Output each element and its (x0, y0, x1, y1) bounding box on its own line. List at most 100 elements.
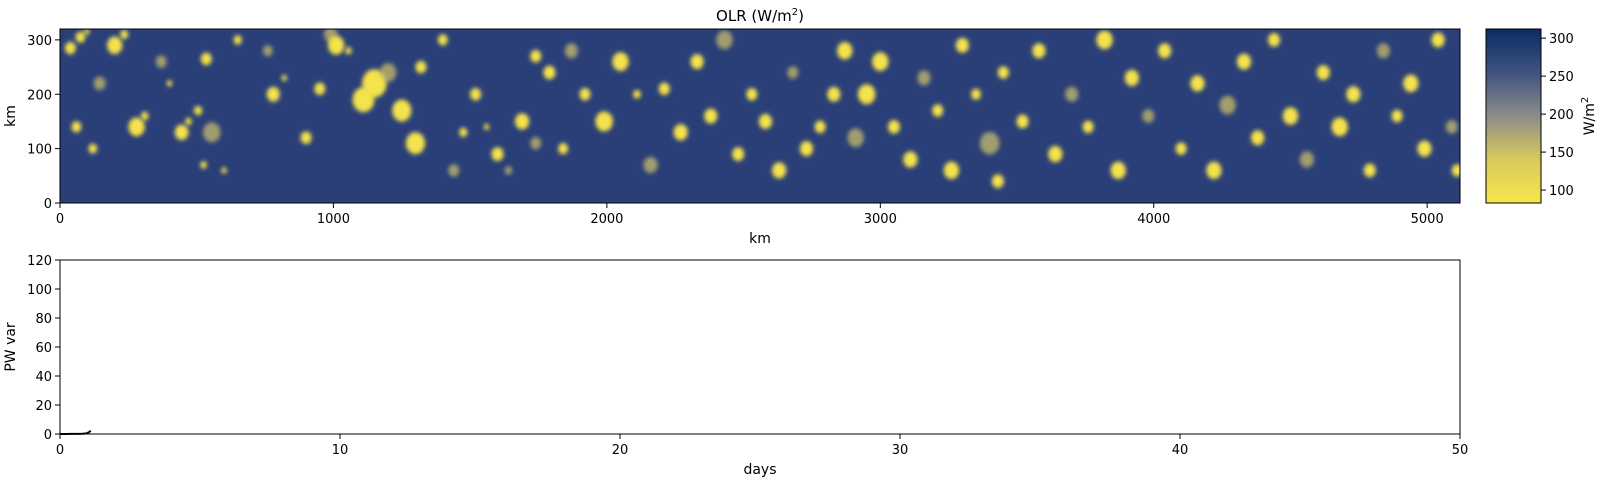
convective-cell (530, 136, 542, 150)
convective-cell (673, 124, 688, 141)
x-tick-label: 1000 (317, 212, 350, 227)
convective-cell (1331, 117, 1348, 137)
convective-cell (595, 111, 613, 132)
convective-cell (872, 52, 889, 72)
convective-cell (1346, 86, 1361, 103)
x-tick-label: 20 (612, 443, 629, 458)
convective-cell (203, 122, 221, 143)
convective-cell (1431, 32, 1445, 48)
convective-cell (1451, 164, 1460, 177)
y-tick-label: 20 (35, 399, 52, 414)
convective-cell (327, 35, 345, 55)
olr-xlabel: km (749, 231, 771, 247)
convective-cell (530, 49, 542, 63)
convective-cell (84, 29, 90, 35)
convective-cell (362, 69, 387, 98)
convective-cell (643, 156, 658, 174)
convective-cell (943, 161, 960, 180)
colorbar-label: W/m2 (1580, 97, 1598, 136)
convective-cell (75, 31, 86, 43)
convective-cell (233, 35, 242, 45)
convective-cell (200, 52, 212, 66)
olr-title: OLR (W/m2) (716, 7, 804, 25)
convective-cell (847, 128, 864, 148)
convective-cell (1206, 161, 1222, 180)
y-tick-label: 120 (27, 254, 52, 269)
convective-cell (88, 143, 98, 154)
x-tick-label: 5000 (1411, 212, 1444, 227)
convective-cell (174, 124, 189, 141)
convective-cell (690, 54, 704, 70)
convective-cell (857, 84, 876, 105)
convective-cell (971, 88, 981, 100)
convective-cell (448, 164, 460, 177)
pw-panel: 0 10 20 30 40 50 0 20 40 60 80 100 120 days PW var (3, 254, 1468, 478)
convective-cell (515, 113, 530, 130)
y-tick-label: 60 (35, 341, 52, 356)
pw-series-line (60, 429, 92, 435)
convective-cell (564, 43, 578, 59)
convective-cell (300, 131, 312, 145)
convective-cell (107, 36, 123, 55)
convective-cell (1299, 151, 1314, 168)
colorbar-tick-label: 300 (1549, 32, 1574, 47)
convective-cell (799, 141, 814, 157)
convective-cell (405, 132, 426, 155)
convective-cell (437, 34, 448, 46)
convective-cell (746, 87, 758, 101)
convective-cell (140, 111, 149, 121)
convective-cell (155, 55, 167, 68)
convective-cell (979, 131, 1000, 155)
convective-cell (716, 30, 733, 50)
colorbar-gradient (1485, 28, 1542, 204)
convective-cell (917, 70, 931, 86)
convective-cell (1445, 119, 1458, 134)
convective-cell (887, 119, 900, 134)
convective-cell (1376, 43, 1390, 59)
convective-cell (1142, 109, 1155, 123)
convective-cell (1403, 74, 1419, 93)
convective-cell (281, 74, 287, 82)
colorbar-tick-label: 100 (1549, 184, 1574, 199)
convective-cell (379, 63, 397, 82)
convective-cell (1316, 64, 1330, 81)
convective-cell (1236, 53, 1252, 70)
convective-cell (470, 87, 482, 101)
pw-xlabel: days (743, 462, 776, 478)
convective-cell (758, 113, 773, 129)
convective-cell (64, 41, 76, 55)
colorbar-tick-label: 250 (1549, 70, 1574, 85)
convective-cell (483, 123, 490, 131)
convective-cell (543, 65, 556, 80)
convective-cell (658, 82, 670, 96)
convective-cell (392, 99, 412, 122)
convective-cell (1219, 95, 1236, 115)
pw-frame (59, 259, 1461, 435)
convective-cell (903, 151, 918, 168)
convective-cell (772, 162, 787, 179)
x-tick-label: 4000 (1137, 212, 1170, 227)
convective-cell (459, 127, 468, 138)
convective-cell (1048, 145, 1063, 163)
convective-cell (558, 142, 569, 155)
convective-cell (491, 147, 504, 161)
convective-cell (120, 29, 129, 40)
convective-cell (1282, 107, 1299, 125)
convective-cell (1363, 163, 1376, 178)
convective-cell (1082, 120, 1094, 134)
convective-cell (1417, 140, 1432, 157)
x-tick-label: 3000 (864, 212, 897, 227)
convective-cell (579, 87, 591, 101)
pw-x-axis: 0 10 20 30 40 50 (56, 434, 1468, 458)
convective-cell (997, 66, 1009, 79)
convective-cell (837, 41, 853, 60)
convective-cell (991, 174, 1004, 189)
y-tick-label: 200 (27, 88, 52, 103)
convective-cell (185, 117, 192, 126)
convective-cell (262, 45, 273, 57)
convective-cell (71, 121, 82, 133)
y-tick-label: 40 (35, 370, 52, 385)
convective-cell (166, 80, 173, 87)
pw-y-axis: 0 20 40 60 80 100 120 (27, 254, 60, 443)
convective-cell (504, 165, 513, 175)
